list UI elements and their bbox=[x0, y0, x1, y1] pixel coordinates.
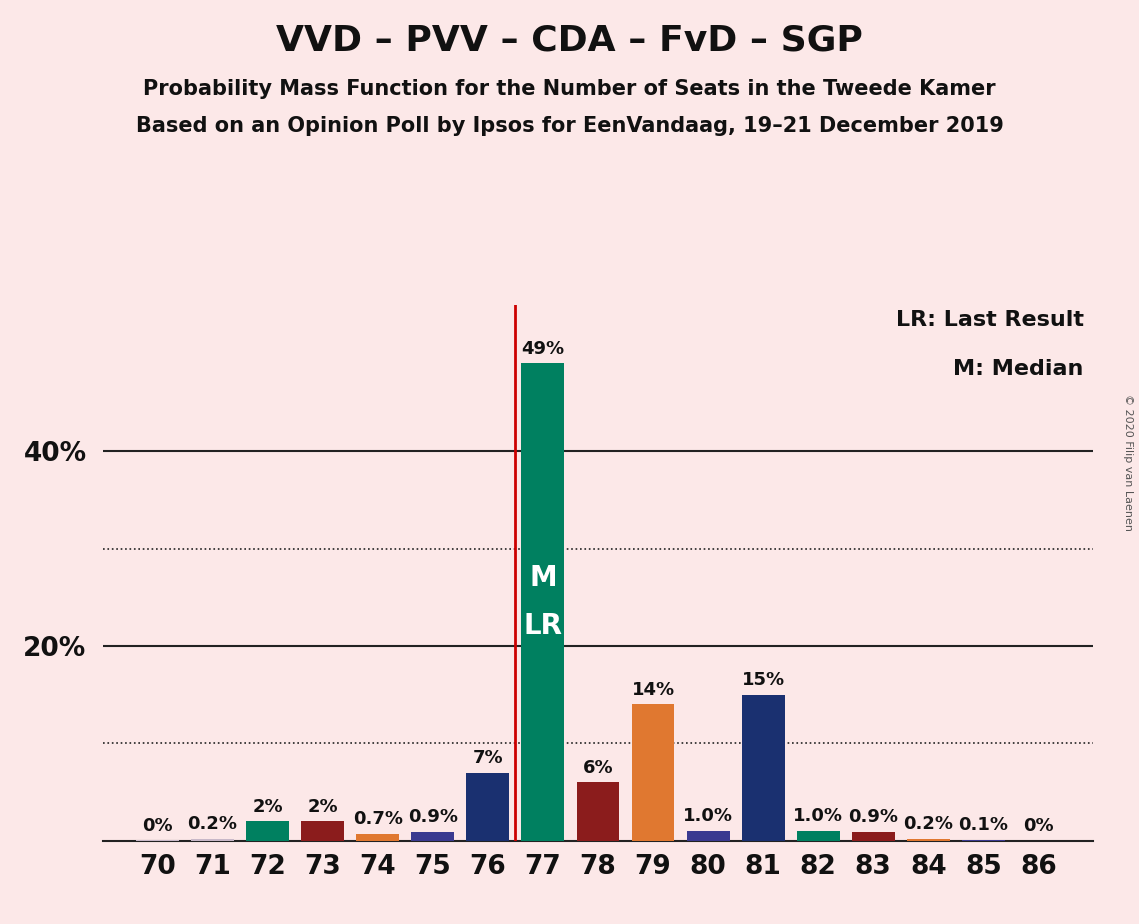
Text: Based on an Opinion Poll by Ipsos for EenVandaag, 19–21 December 2019: Based on an Opinion Poll by Ipsos for Ee… bbox=[136, 116, 1003, 136]
Text: M: Median: M: Median bbox=[953, 359, 1083, 379]
Text: 0.9%: 0.9% bbox=[408, 808, 458, 826]
Bar bbox=[907, 839, 950, 841]
Text: 1.0%: 1.0% bbox=[793, 808, 843, 825]
Bar bbox=[411, 833, 454, 841]
Bar bbox=[191, 839, 235, 841]
Text: 6%: 6% bbox=[583, 759, 613, 776]
Text: 0.9%: 0.9% bbox=[849, 808, 899, 826]
Text: 2%: 2% bbox=[253, 797, 282, 816]
Text: LR: LR bbox=[524, 613, 563, 640]
Bar bbox=[852, 833, 895, 841]
Text: 0.2%: 0.2% bbox=[903, 815, 953, 833]
Bar bbox=[687, 831, 730, 841]
Text: 0.2%: 0.2% bbox=[188, 815, 238, 833]
Bar bbox=[246, 821, 289, 841]
Text: 7%: 7% bbox=[473, 748, 503, 767]
Text: 2%: 2% bbox=[308, 797, 338, 816]
Bar bbox=[796, 831, 839, 841]
Text: 15%: 15% bbox=[741, 671, 785, 688]
Text: 1.0%: 1.0% bbox=[683, 808, 734, 825]
Bar bbox=[631, 704, 674, 841]
Bar bbox=[522, 363, 565, 841]
Text: VVD – PVV – CDA – FvD – SGP: VVD – PVV – CDA – FvD – SGP bbox=[276, 23, 863, 57]
Text: © 2020 Filip van Laenen: © 2020 Filip van Laenen bbox=[1123, 394, 1133, 530]
Bar bbox=[466, 772, 509, 841]
Text: Probability Mass Function for the Number of Seats in the Tweede Kamer: Probability Mass Function for the Number… bbox=[144, 79, 995, 99]
Bar bbox=[357, 834, 400, 841]
Text: M: M bbox=[530, 564, 557, 591]
Text: 0.1%: 0.1% bbox=[958, 816, 1008, 834]
Bar bbox=[741, 695, 785, 841]
Text: 0.7%: 0.7% bbox=[353, 810, 403, 828]
Text: 14%: 14% bbox=[631, 681, 674, 699]
Bar bbox=[961, 840, 1005, 841]
Text: 0%: 0% bbox=[142, 817, 173, 834]
Bar bbox=[576, 783, 620, 841]
Bar bbox=[301, 821, 344, 841]
Text: 0%: 0% bbox=[1023, 817, 1054, 834]
Text: 49%: 49% bbox=[522, 339, 565, 358]
Text: LR: Last Result: LR: Last Result bbox=[895, 310, 1083, 330]
